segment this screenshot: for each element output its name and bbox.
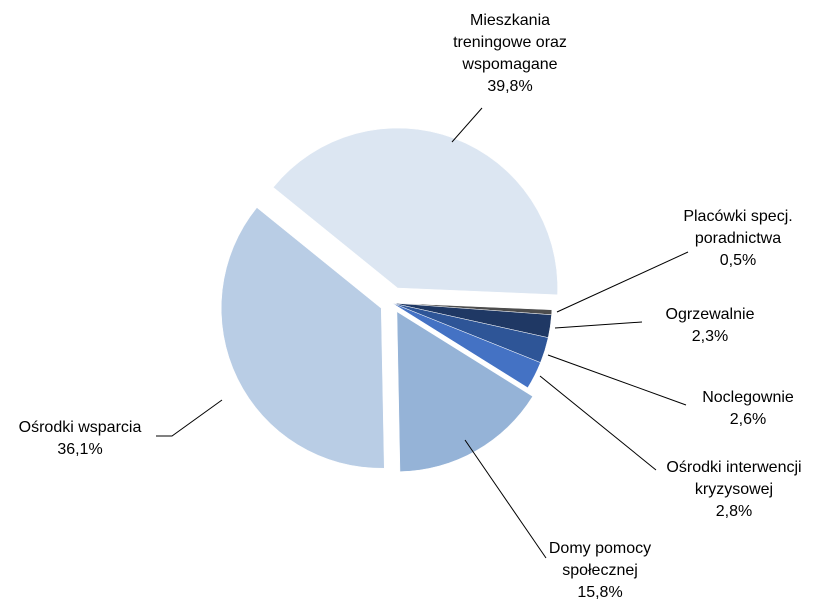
category-label: Placówki specj. poradnictwa bbox=[683, 208, 793, 247]
value-label: 2,8% bbox=[715, 503, 753, 520]
leader-line bbox=[539, 375, 657, 471]
value-label: 36,1% bbox=[57, 441, 103, 458]
slice-label: Ośrodki wsparcia 36,1% bbox=[0, 417, 160, 461]
pie-slice bbox=[221, 207, 385, 469]
leader-line bbox=[156, 399, 223, 437]
pie-slice bbox=[391, 302, 541, 389]
value-label: 39,8% bbox=[487, 78, 533, 95]
category-label: Noclegownie bbox=[702, 389, 794, 406]
slice-label: Mieszkania treningowe oraz wspomagane 39,… bbox=[430, 10, 590, 98]
leader-line bbox=[554, 321, 643, 329]
slice-label: Placówki specj. poradnictwa 0,5% bbox=[668, 206, 808, 272]
slice-label: Ogrzewalnie 2,3% bbox=[650, 304, 770, 348]
leader-line bbox=[464, 439, 547, 559]
category-label: Mieszkania treningowe oraz wspomagane bbox=[453, 12, 567, 73]
category-label: Ośrodki wsparcia bbox=[18, 419, 142, 436]
value-label: 2,6% bbox=[729, 411, 767, 428]
category-label: Ogrzewalnie bbox=[665, 306, 755, 323]
value-label: 0,5% bbox=[719, 252, 757, 269]
slice-label: Noclegownie 2,6% bbox=[688, 387, 808, 431]
value-label: 15,8% bbox=[577, 584, 623, 601]
value-label: 2,3% bbox=[691, 328, 729, 345]
slice-label: Domy pomocy społecznej 15,8% bbox=[535, 538, 665, 604]
category-label: Domy pomocy społecznej bbox=[548, 540, 652, 579]
pie-slice bbox=[396, 311, 534, 472]
leader-line bbox=[556, 251, 689, 313]
leader-line bbox=[451, 107, 483, 143]
slice-label: Ośrodki interwencji kryzysowej 2,8% bbox=[650, 457, 818, 523]
pie-slice bbox=[272, 127, 558, 296]
category-label: Ośrodki interwencji kryzysowej bbox=[666, 459, 802, 498]
leader-line bbox=[547, 354, 687, 406]
